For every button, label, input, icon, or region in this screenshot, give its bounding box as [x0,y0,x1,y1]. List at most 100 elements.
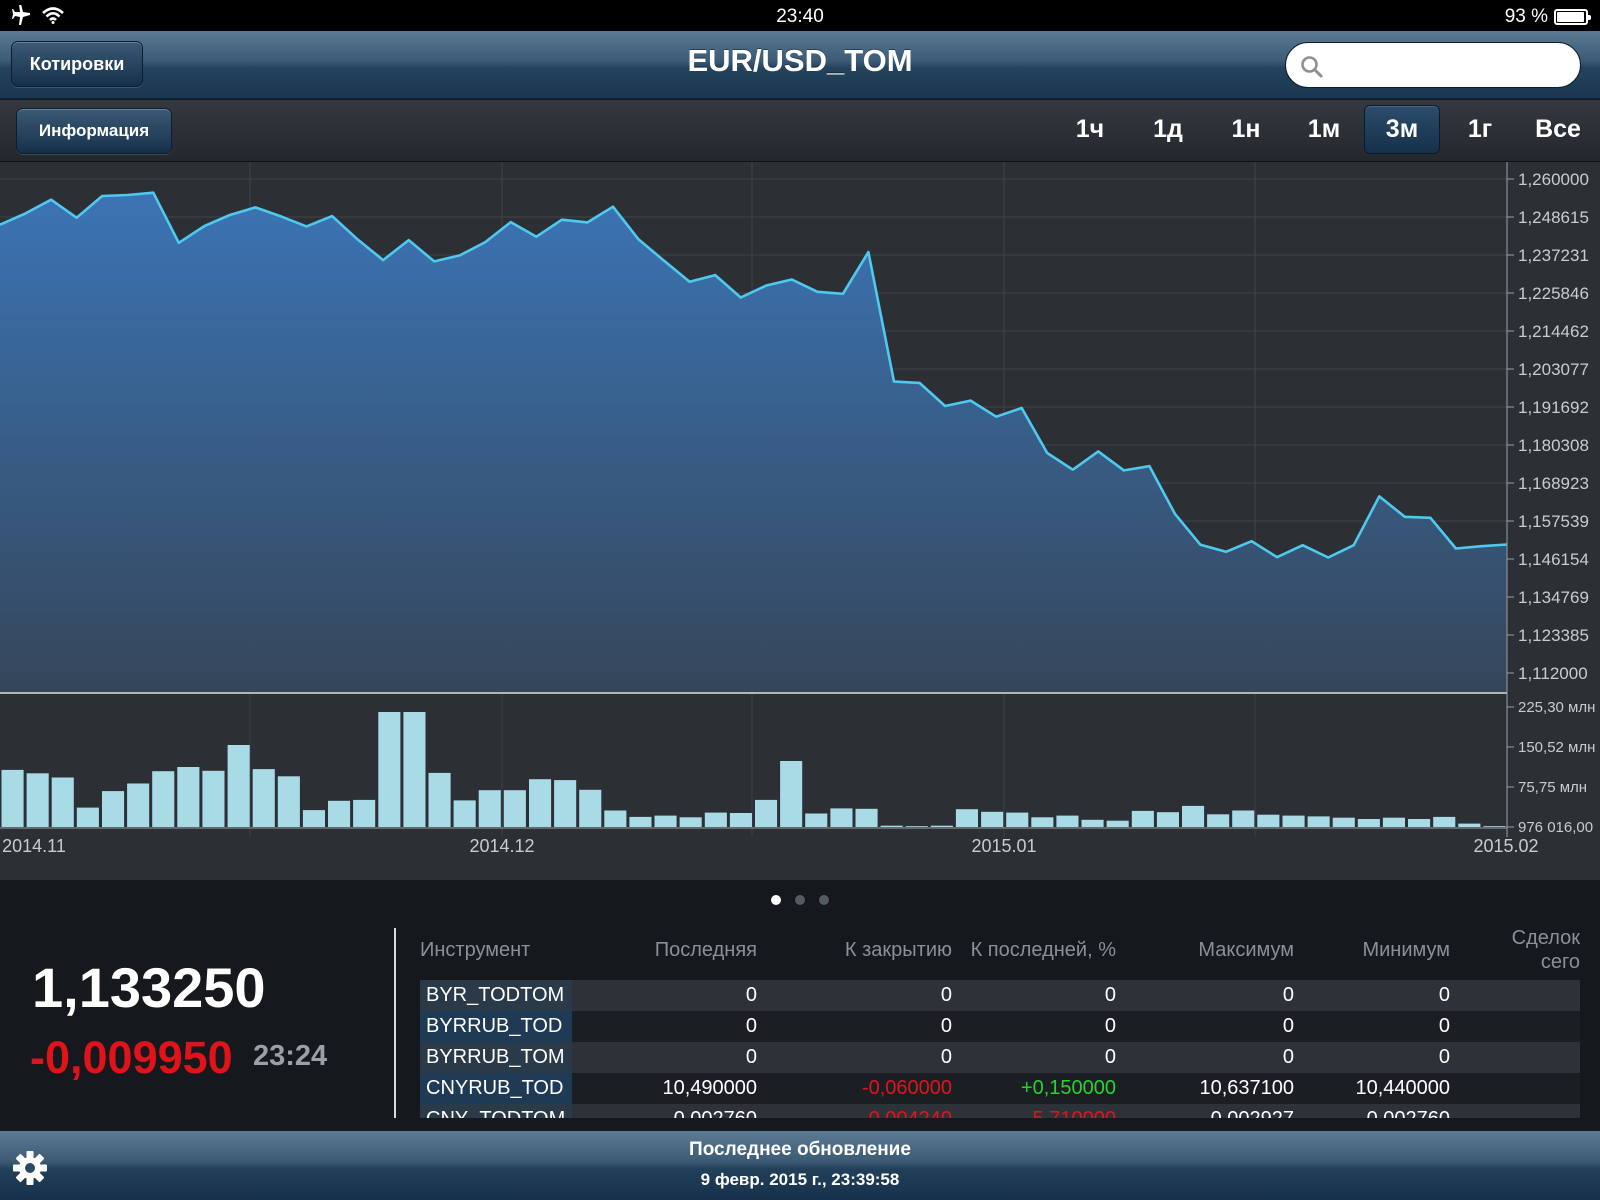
cell-min: 0,002760 [1294,1104,1450,1118]
gear-icon[interactable] [10,1148,50,1188]
table-row[interactable]: BYRRUB_TOD 0 0 0 0 0 [420,1011,1580,1042]
volume-bar [780,761,803,827]
volume-bar [302,810,325,827]
period-1m[interactable]: 1м [1307,115,1341,143]
quotes-back-button[interactable]: Котировки [11,41,143,87]
cell-min: 0 [1294,1011,1450,1042]
cell-min: 0 [1294,1042,1450,1073]
volume-bar [1081,819,1104,827]
y-tick-label: 1,112000 [1518,664,1588,683]
y-tick-label: 1,260000 [1518,170,1589,189]
cell-to-last-percent: -5,710000 [952,1104,1116,1118]
column-header-to-close[interactable]: К закрытию [844,938,952,961]
airplane-icon [12,5,30,25]
status-time: 23:40 [776,6,824,27]
y-tick-label: 1,248615 [1518,208,1589,227]
cell-max: 0,002927 [1116,1104,1294,1118]
volume-tick-label: 976 016,00 [1518,819,1593,836]
volume-bar [227,745,250,827]
volume-bar [202,770,225,827]
column-header-deals[interactable]: Сделок сего [1511,927,1580,973]
volume-bar [554,780,577,827]
volume-bar [1056,815,1079,827]
volume-bar [51,777,74,827]
volume-bar [1232,810,1255,827]
volume-bar [1131,810,1154,827]
column-header-min[interactable]: Минимум [1362,938,1450,961]
x-tick-label: 2015.02 [1473,836,1538,856]
cell-last: 10,490000 [572,1073,757,1104]
volume-bar [277,776,300,827]
volume-bar [1307,816,1330,827]
volume-bar [880,825,903,827]
price-area [0,192,1507,693]
cell-to-close: 0 [757,980,952,1011]
volume-bar [679,817,702,827]
y-tick-label: 1,203077 [1518,360,1589,379]
price-chart[interactable]: 1,260000 1,248615 1,237231 1,225846 1,214462… [0,162,1600,880]
page-indicator[interactable] [0,880,1600,920]
volume-tick-label: 225,30 млн [1518,699,1595,716]
volume-bar [755,799,778,827]
volume-bar [1207,814,1230,827]
page-dot[interactable] [819,895,829,905]
cell-to-last-percent: +0,150000 [952,1073,1116,1104]
volume-bar [152,771,175,827]
cell-max: 0 [1116,1011,1294,1042]
volume-bar [529,779,552,827]
page-dot[interactable] [795,895,805,905]
column-header-instrument[interactable]: Инструмент [420,938,531,961]
price-line [0,191,1508,559]
price-change: -0,009950 [30,1032,233,1083]
y-tick-label: 1,123385 [1518,626,1589,645]
volume-bar [252,769,275,827]
volume-bar [955,809,978,827]
period-1w[interactable]: 1н [1231,115,1261,143]
quotes-table-container[interactable]: Инструмент Последняя К закрытию К послед… [420,920,1600,1118]
volume-bar [1006,812,1029,827]
cell-min: 10,440000 [1294,1073,1450,1104]
volume-bar [26,773,49,827]
table-row[interactable]: BYRRUB_TOM 0 0 0 0 0 [420,1042,1580,1073]
volume-bar [830,808,853,827]
column-header-last[interactable]: Последняя [654,938,757,961]
cell-max: 0 [1116,1042,1294,1073]
page-dot[interactable] [771,895,781,905]
volume-bar [1031,817,1054,827]
search-input[interactable] [1332,54,1562,76]
wifi-icon [42,6,64,24]
y-tick-label: 1,225846 [1518,284,1589,303]
y-tick-label: 1,191692 [1518,398,1589,417]
change-time: 23:24 [253,1040,328,1072]
volume-bar [1106,820,1129,827]
cell-instrument: CNY_TODTOM [420,1104,572,1118]
cell-to-last-percent: 0 [952,1042,1116,1073]
volume-bar [1,769,24,827]
quotes-table: Инструмент Последняя К закрытию К послед… [420,920,1580,1118]
table-row[interactable]: CNYRUB_TOD 10,490000 -0,060000 +0,150000 10,… [420,1073,1580,1104]
cell-to-close: -0,060000 [757,1073,952,1104]
period-3m[interactable]: 3м [1364,105,1440,154]
volume-bar [1257,814,1280,827]
table-row[interactable]: CNY_TODTOM0,002760-0,004240-5,7100000,00… [420,1104,1580,1118]
cell-instrument: BYR_TODTOM [420,980,572,1011]
x-tick-label: 2014.11 [2,836,66,856]
period-1y[interactable]: 1г [1467,115,1493,143]
volume-bar [353,799,376,827]
period-all[interactable]: Все [1535,115,1581,143]
y-tick-label: 1,168923 [1518,474,1589,493]
price-chart-svg: 1,260000 1,248615 1,237231 1,225846 1,214462… [0,162,1595,856]
table-row[interactable]: BYR_TODTOM 0 0 0 0 0 [420,980,1580,1011]
info-button[interactable]: Информация [16,108,172,154]
volume-bar [579,789,602,827]
cell-deals [1450,1104,1580,1118]
search-field[interactable] [1285,42,1581,88]
column-header-to-last-percent[interactable]: К последней, % [970,938,1116,961]
price-summary: 1,133250 -0,009950 23:24 [0,920,396,1130]
cell-deals [1450,1042,1580,1073]
period-1d[interactable]: 1д [1153,115,1183,143]
period-1h[interactable]: 1ч [1075,115,1105,143]
navigation-bar: Котировки EUR/USD_TOM [0,31,1600,99]
volume-bar [1433,816,1456,827]
column-header-max[interactable]: Максимум [1198,938,1294,961]
